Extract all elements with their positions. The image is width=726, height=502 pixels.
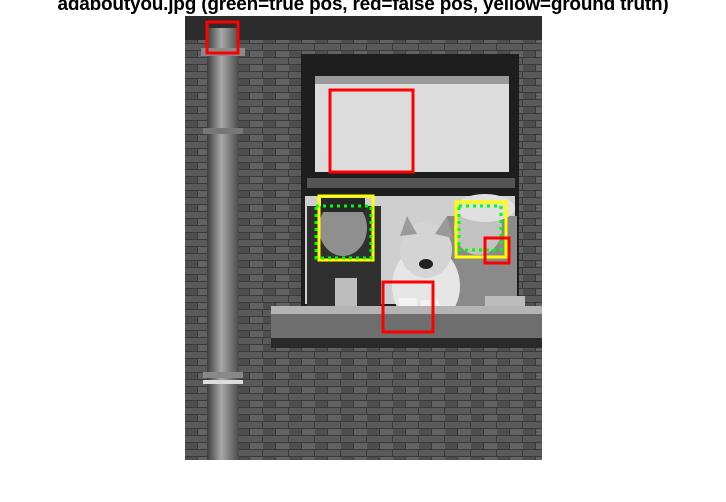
figure-title: adaboutyou.jpg (green=true pos, red=fals… [57, 0, 669, 15]
drainpipe [207, 28, 239, 460]
ground-truth-box-man [317, 194, 375, 262]
photo-canvas [185, 16, 542, 460]
photo-panel [185, 16, 542, 460]
true-positive-box-woman [457, 204, 503, 252]
true-positive-box-man [314, 204, 373, 260]
ground-truth-box-woman [454, 200, 508, 259]
false-positive-box-window [328, 88, 415, 174]
false-positive-box-pipe [205, 20, 240, 55]
false-positive-box-woman-cheek [483, 236, 511, 265]
false-positive-box-dog-paws [381, 280, 435, 334]
